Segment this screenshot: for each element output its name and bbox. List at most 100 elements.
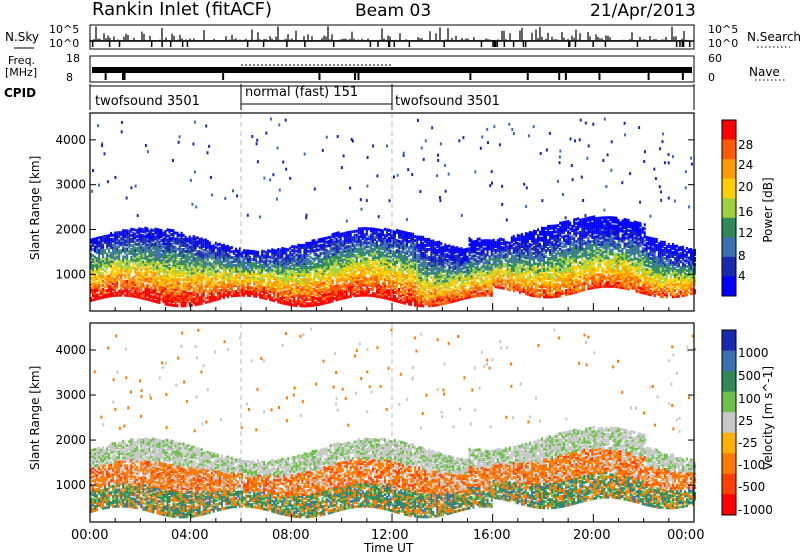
range-cell [114, 272, 116, 275]
range-cell [271, 297, 273, 300]
range-cell [285, 248, 287, 251]
range-cell [235, 264, 237, 267]
range-cell [410, 251, 412, 254]
range-cell [434, 247, 436, 250]
range-cell [307, 254, 309, 257]
range-cell [366, 278, 368, 281]
range-cell [269, 256, 271, 259]
range-cell [340, 233, 342, 236]
range-cell [426, 254, 428, 257]
range-cell [432, 240, 434, 243]
range-cell [348, 273, 350, 276]
range-cell [177, 260, 179, 263]
range-cell [128, 230, 130, 233]
range-cell [118, 239, 120, 242]
range-cell [295, 272, 297, 275]
range-cell [414, 275, 416, 278]
range-cell [261, 294, 263, 297]
range-cell [334, 297, 336, 300]
range-cell [251, 286, 253, 289]
range-cell [360, 227, 362, 230]
range-cell [364, 257, 366, 260]
range-cell [118, 270, 120, 273]
range-cell [376, 273, 378, 276]
range-cell [229, 261, 231, 264]
range-cell [104, 275, 106, 278]
range-cell [275, 298, 277, 301]
range-cell [305, 302, 307, 305]
range-cell [148, 284, 150, 287]
range-cell [356, 234, 358, 237]
range-cell [193, 267, 195, 270]
range-cell [124, 239, 126, 242]
range-cell [211, 277, 213, 280]
range-cell [378, 269, 380, 272]
range-cell [267, 290, 269, 293]
range-cell [173, 260, 175, 263]
range-cell [142, 291, 144, 294]
range-cell [100, 258, 102, 261]
range-cell [318, 249, 320, 252]
range-cell [148, 230, 150, 233]
range-cell [175, 232, 177, 235]
range-cell [388, 233, 390, 236]
range-cell [382, 268, 384, 271]
range-cell [374, 266, 376, 269]
range-cell [104, 285, 106, 288]
range-cell [354, 288, 356, 291]
range-cell [334, 232, 336, 235]
range-cell [416, 286, 418, 289]
range-cell [354, 230, 356, 233]
range-cell [191, 292, 193, 295]
range-cell [251, 258, 253, 261]
range-cell [299, 278, 301, 281]
range-cell [124, 229, 126, 232]
range-cell [150, 271, 152, 274]
range-cell [142, 246, 144, 249]
range-cell [354, 244, 356, 247]
range-cell [396, 290, 398, 293]
range-cell [209, 262, 211, 265]
range-cell [161, 265, 163, 268]
range-cell [428, 262, 430, 265]
range-cell [428, 248, 430, 251]
range-cell [404, 274, 406, 277]
range-cell [432, 276, 434, 279]
range-cell [138, 282, 140, 285]
range-cell [418, 264, 420, 267]
range-cell [414, 282, 416, 285]
range-cell [414, 235, 416, 238]
range-cell [132, 277, 134, 280]
range-cell [297, 280, 299, 283]
range-cell [370, 274, 372, 277]
range-cell [328, 240, 330, 243]
range-cell [406, 250, 408, 253]
range-cell [358, 227, 360, 230]
range-cell [436, 303, 438, 306]
range-cell [171, 243, 173, 246]
range-cell [424, 238, 426, 241]
range-cell [197, 236, 199, 239]
range-cell [118, 231, 120, 234]
range-cell [227, 245, 229, 248]
range-cell [360, 280, 362, 283]
range-cell [235, 290, 237, 293]
range-cell [344, 254, 346, 257]
range-cell [408, 254, 410, 257]
range-cell [231, 295, 233, 298]
nsky-bars [90, 26, 694, 47]
range-cell [249, 270, 251, 273]
range-cell [140, 244, 142, 247]
range-cell [179, 282, 181, 285]
range-cell [205, 261, 207, 264]
range-cell [352, 236, 354, 239]
range-cell [108, 234, 110, 237]
range-cell [374, 236, 376, 239]
range-cell [154, 236, 156, 239]
range-cell [354, 270, 356, 273]
range-cell [177, 270, 179, 273]
range-cell [368, 278, 370, 281]
range-cell [350, 245, 352, 248]
range-cell [398, 282, 400, 285]
